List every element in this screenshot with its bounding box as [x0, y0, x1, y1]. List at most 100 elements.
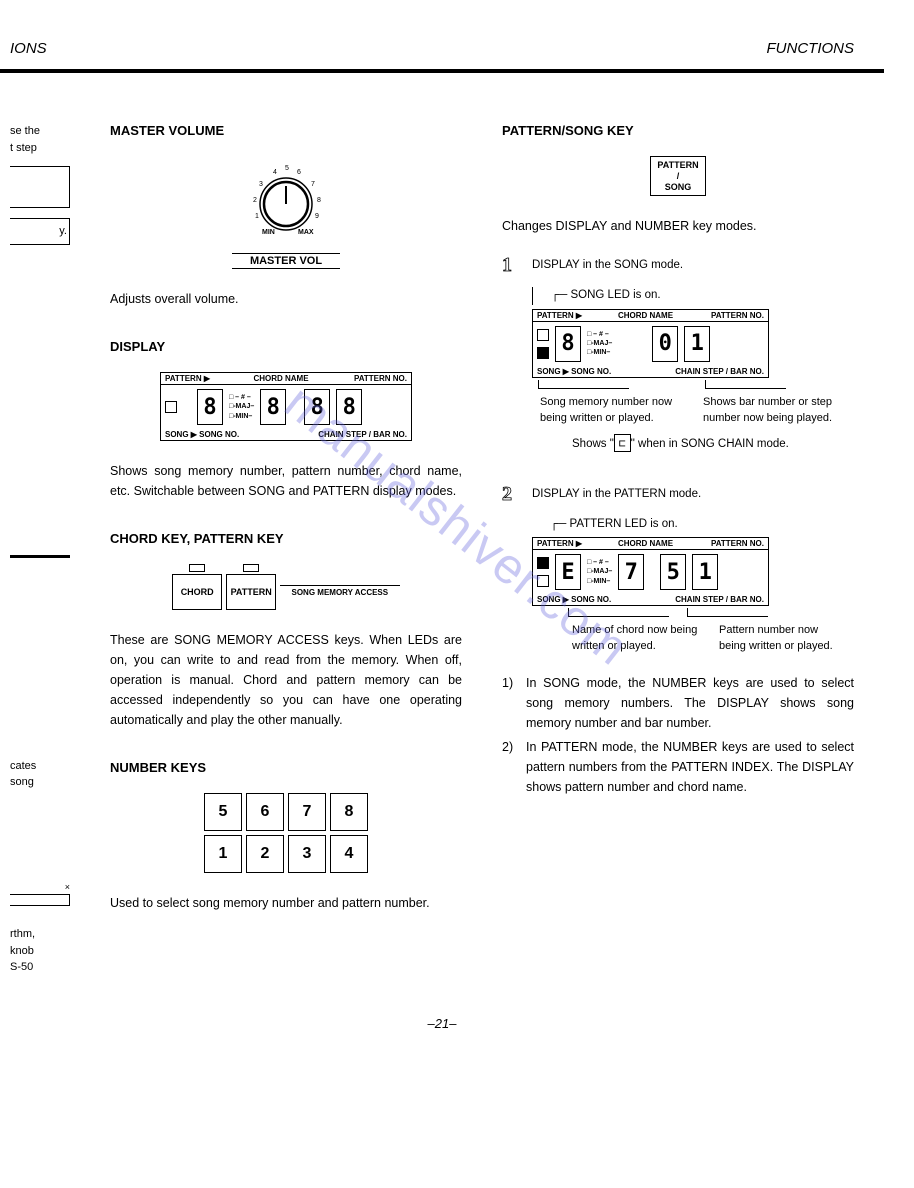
frag-text: S-50 [10, 959, 70, 976]
svg-text:3: 3 [259, 181, 263, 188]
mode-2-text: DISPLAY in the PATTERN mode. [532, 483, 701, 503]
pattern-song-figure: PATTERN / SONG [502, 156, 854, 196]
notes-list: 1) In SONG mode, the NUMBER keys are use… [502, 673, 854, 797]
number-keys-desc: Used to select song memory number and pa… [110, 893, 462, 913]
number-keys-figure: 5 6 7 8 1 2 3 4 [110, 793, 462, 873]
frag-text: se the [10, 123, 70, 140]
led-callout: ┌─ SONG LED is on. [532, 287, 854, 304]
seven-seg: 8 [336, 389, 362, 425]
disp-label: CHORD NAME [608, 311, 683, 320]
seven-seg: 8 [197, 389, 223, 425]
seven-seg: 7 [618, 554, 644, 590]
seven-seg: 0 [652, 326, 678, 362]
chord-button: CHORD [172, 574, 222, 610]
frag-box [10, 166, 70, 208]
disp-label: PATTERN ▶ [537, 311, 602, 320]
chord-key-title: CHORD KEY, PATTERN KEY [110, 531, 462, 546]
master-volume-figure: MIN MAX 12 34 56 78 9 MASTER VOL [110, 156, 462, 269]
seven-seg: 8 [304, 389, 330, 425]
number-keys-title: NUMBER KEYS [110, 760, 462, 775]
led-icon [537, 575, 549, 587]
note-number: 2) [502, 737, 520, 797]
mode-2-callouts: Name of chord now being written or playe… [532, 623, 854, 655]
note-number: 1) [502, 673, 520, 733]
svg-text:MAX: MAX [298, 229, 314, 236]
svg-text:6: 6 [297, 169, 301, 176]
display-title: DISPLAY [110, 339, 462, 354]
pattern-button: PATTERN [226, 574, 276, 610]
callout: Shows bar number or step number now bein… [703, 395, 846, 427]
seven-seg: E [555, 554, 581, 590]
mini-labels: □ – # – □-MAJ– □-MIN– [587, 558, 612, 585]
svg-text:4: 4 [273, 169, 277, 176]
page-number: –21– [0, 1016, 884, 1031]
seven-seg: 8 [555, 326, 581, 362]
callout: Pattern number now being written or play… [719, 623, 846, 655]
page-header: IONS FUNCTIONS [0, 40, 884, 61]
disp-label: SONG ▶ SONG NO. [537, 367, 637, 376]
callout: Song memory number now being written or … [540, 395, 683, 427]
num-key: 5 [204, 793, 242, 831]
mini-labels: □ – # – □-MAJ– □-MIN– [229, 393, 254, 420]
seven-seg: 8 [260, 389, 286, 425]
led-on-icon [537, 557, 549, 569]
header-right: FUNCTIONS [767, 40, 855, 57]
svg-text:MIN: MIN [262, 229, 275, 236]
mode-1-callouts: Song memory number now being written or … [532, 395, 854, 427]
mode-2-figure: ┌─ PATTERN LED is on. PATTERN ▶ CHORD NA… [502, 516, 854, 655]
pattern-song-desc: Changes DISPLAY and NUMBER key modes. [502, 216, 854, 236]
frag-text: y. [10, 218, 70, 245]
frag-text: cates [10, 758, 70, 775]
seven-seg: 1 [684, 326, 710, 362]
mode-1-text: DISPLAY in the SONG mode. [532, 254, 683, 274]
led-icon [537, 329, 549, 341]
chord-key-desc: These are SONG MEMORY ACCESS keys. When … [110, 630, 462, 730]
display-figure: PATTERN ▶ CHORD NAME PATTERN NO. 8 □ – #… [110, 372, 462, 441]
mini-labels: □ – # – □-MAJ– □-MIN– [587, 330, 612, 357]
pattern-song-title: PATTERN/SONG KEY [502, 123, 854, 138]
num-key: 6 [246, 793, 284, 831]
led-icon [243, 564, 259, 572]
mode-1-figure: ┌─ SONG LED is on. PATTERN ▶ CHORD NAME … [502, 287, 854, 452]
led-on-icon [537, 347, 549, 359]
disp-label: CHAIN STEP / BAR NO. [643, 595, 764, 604]
note-text: In PATTERN mode, the NUMBER keys are use… [526, 737, 854, 797]
num-key: 2 [246, 835, 284, 873]
left-fragment-column: se the t step y. cates song × rthm, knob… [10, 123, 70, 976]
right-column: PATTERN/SONG KEY PATTERN / SONG Changes … [502, 123, 854, 976]
seven-seg: 5 [660, 554, 686, 590]
svg-text:5: 5 [285, 165, 289, 172]
disp-label: PATTERN NO. [689, 539, 764, 548]
mode-2-heading: 2 DISPLAY in the PATTERN mode. [502, 483, 854, 506]
chord-pattern-figure: CHORD PATTERN SONG MEMORY ACCESS [110, 564, 462, 610]
master-volume-title: MASTER VOLUME [110, 123, 462, 138]
header-left: IONS [10, 40, 47, 57]
volume-knob-icon: MIN MAX 12 34 56 78 9 [231, 156, 341, 246]
num-key: 8 [330, 793, 368, 831]
knob-label: MASTER VOL [232, 253, 340, 269]
disp-label: PATTERN NO. [689, 311, 764, 320]
outline-number-icon: 1 [502, 254, 524, 277]
display-desc: Shows song memory number, pattern number… [110, 461, 462, 501]
disp-label: PATTERN NO. [327, 374, 407, 383]
svg-text:1: 1 [255, 213, 259, 220]
pattern-song-key-icon: PATTERN / SONG [650, 156, 705, 196]
left-column: MASTER VOLUME MIN MAX 12 34 56 78 9 MAST… [110, 123, 462, 976]
callout: Shows "⊏" when in SONG CHAIN mode. [572, 435, 854, 453]
num-key: 3 [288, 835, 326, 873]
frag-rule [10, 555, 70, 558]
seven-seg: 1 [692, 554, 718, 590]
disp-label: PATTERN ▶ [537, 539, 602, 548]
num-key: 4 [330, 835, 368, 873]
outline-number-icon: 2 [502, 483, 524, 506]
svg-text:9: 9 [315, 213, 319, 220]
led-icon [165, 401, 177, 413]
led-icon [189, 564, 205, 572]
disp-label: CHORD NAME [241, 374, 321, 383]
num-key: 7 [288, 793, 326, 831]
disp-label: CHAIN STEP / BAR NO. [281, 430, 407, 439]
callout: Name of chord now being written or playe… [572, 623, 699, 655]
disp-label: CHAIN STEP / BAR NO. [643, 367, 764, 376]
led-callout: ┌─ PATTERN LED is on. [532, 516, 854, 533]
mode-1-heading: 1 DISPLAY in the SONG mode. [502, 254, 854, 277]
